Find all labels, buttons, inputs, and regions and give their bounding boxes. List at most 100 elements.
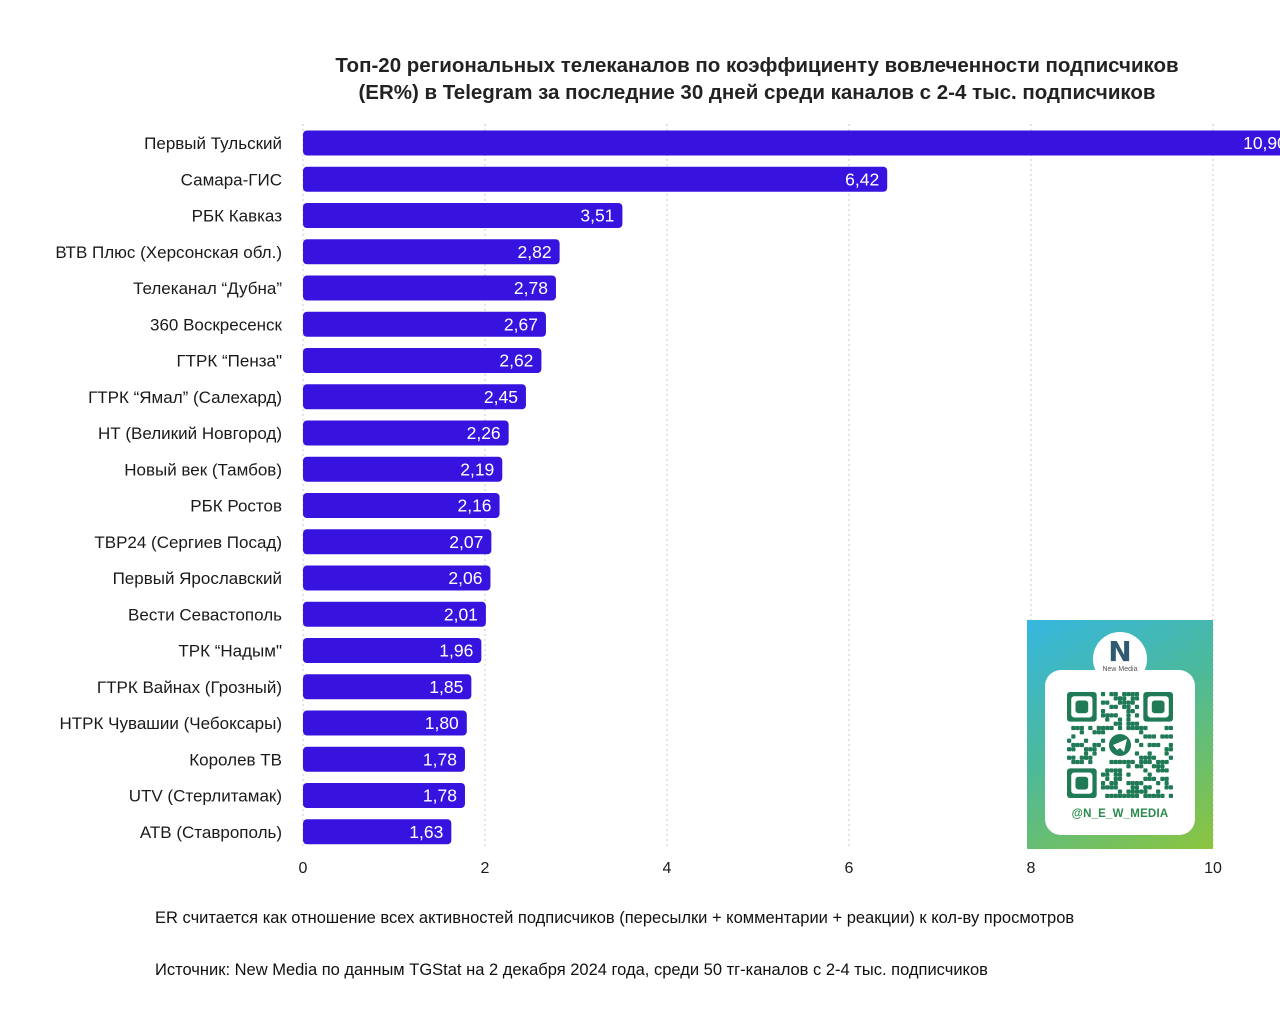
bar-value-label: 2,78 [514, 278, 548, 298]
qr-module [1117, 721, 1123, 726]
qr-module [1100, 713, 1106, 718]
x-tick-label: 6 [845, 860, 854, 877]
qr-module [1113, 793, 1118, 798]
bar[interactable] [303, 493, 500, 518]
qr-module [1092, 751, 1097, 756]
bar[interactable] [303, 529, 492, 555]
qr-module [1134, 738, 1140, 743]
qr-module [1156, 781, 1161, 786]
qr-module [1122, 704, 1127, 709]
qr-module [1113, 692, 1118, 697]
qr-module [1143, 776, 1148, 782]
category-label: РБК Ростов [190, 497, 282, 516]
qr-module [1088, 725, 1093, 731]
chart-title-line-2: (ER%) в Telegram за последние 30 дней ср… [358, 81, 1156, 104]
qr-module [1079, 742, 1084, 748]
qr-module [1151, 776, 1157, 782]
x-tick-label: 2 [481, 860, 490, 877]
qr-module [1126, 704, 1131, 709]
bar[interactable] [303, 420, 509, 446]
category-label: Вести Севастополь [128, 605, 282, 624]
bar[interactable] [303, 203, 623, 228]
bar[interactable] [303, 674, 472, 700]
qr-module [1164, 747, 1169, 752]
bar[interactable] [303, 783, 465, 808]
qr-module [1139, 742, 1144, 748]
bar[interactable] [303, 565, 491, 591]
channel-handle[interactable]: @N_E_W_MEDIA [1071, 808, 1169, 820]
qr-module [1130, 708, 1135, 714]
bar-value-label: 2,45 [484, 387, 518, 407]
qr-module [1151, 734, 1157, 739]
category-label: Первый Тульский [144, 134, 282, 153]
qr-module [1113, 759, 1118, 765]
qr-module [1117, 759, 1123, 765]
qr-module [1126, 725, 1131, 731]
bar[interactable] [303, 348, 542, 373]
bar[interactable] [303, 819, 452, 845]
qr-module [1105, 793, 1110, 798]
qr-module [1122, 700, 1127, 705]
bar[interactable] [303, 130, 1280, 156]
bar[interactable] [303, 638, 482, 663]
qr-module [1092, 730, 1097, 735]
qr-module [1075, 742, 1080, 748]
qr-module [1134, 696, 1140, 701]
qr-module [1130, 696, 1135, 701]
qr-module [1147, 742, 1152, 748]
category-label: НТРК Чувашии (Чебоксары) [60, 714, 282, 733]
bar-value-label: 2,01 [444, 604, 478, 624]
qr-module [1134, 725, 1140, 731]
qr-module [1083, 738, 1089, 743]
qr-module [1122, 696, 1127, 701]
bar[interactable] [303, 384, 526, 410]
qr-module [1109, 781, 1114, 786]
qr-module [1079, 755, 1084, 760]
qr-module [1139, 764, 1144, 769]
bar-value-label: 2,06 [448, 568, 482, 588]
bar-value-label: 2,82 [518, 242, 552, 262]
qr-module [1130, 785, 1135, 790]
qr-module [1126, 789, 1131, 794]
qr-module [1143, 785, 1148, 790]
qr-module [1164, 768, 1169, 773]
qr-module [1096, 730, 1101, 735]
qr-finder [1151, 700, 1165, 714]
qr-module [1130, 789, 1135, 794]
qr-module [1083, 751, 1089, 756]
qr-module [1113, 721, 1118, 726]
qr-module [1130, 759, 1135, 765]
qr-module [1117, 793, 1123, 798]
qr-module [1147, 772, 1152, 777]
qr-module [1117, 717, 1123, 722]
qr-module [1100, 700, 1106, 705]
qr-module [1126, 781, 1131, 786]
bar-value-label: 2,19 [460, 459, 494, 479]
x-tick-label: 8 [1027, 860, 1036, 877]
qr-code[interactable] [1067, 692, 1173, 798]
qr-module [1168, 725, 1173, 731]
bar[interactable] [303, 275, 556, 301]
qr-module [1143, 725, 1148, 731]
bar[interactable] [303, 311, 546, 337]
qr-module [1100, 708, 1106, 714]
qr-module [1130, 725, 1135, 731]
bar[interactable] [303, 746, 465, 772]
qr-module [1160, 776, 1165, 782]
qr-promo-card[interactable]: @N_E_W_MEDIA N New Media [1027, 620, 1213, 849]
bar[interactable] [303, 710, 467, 736]
qr-module [1109, 713, 1114, 718]
bar[interactable] [303, 601, 486, 627]
qr-module [1134, 789, 1140, 794]
bars: 10,90 6,42 3,51 2,82 2,78 2,67 2,62 2,45 2,26 2,1… [303, 130, 1280, 845]
bar[interactable] [303, 166, 888, 192]
qr-module [1100, 730, 1106, 735]
bar-value-label: 1,63 [409, 822, 443, 842]
qr-module [1067, 738, 1072, 743]
chart-title: Топ-20 региональных телеканалов по коэфф… [240, 52, 1274, 106]
category-label: 360 Воскресенск [150, 315, 283, 334]
qr-module [1160, 734, 1165, 739]
bar[interactable] [303, 456, 503, 482]
qr-module [1113, 772, 1118, 777]
bar[interactable] [303, 239, 560, 265]
